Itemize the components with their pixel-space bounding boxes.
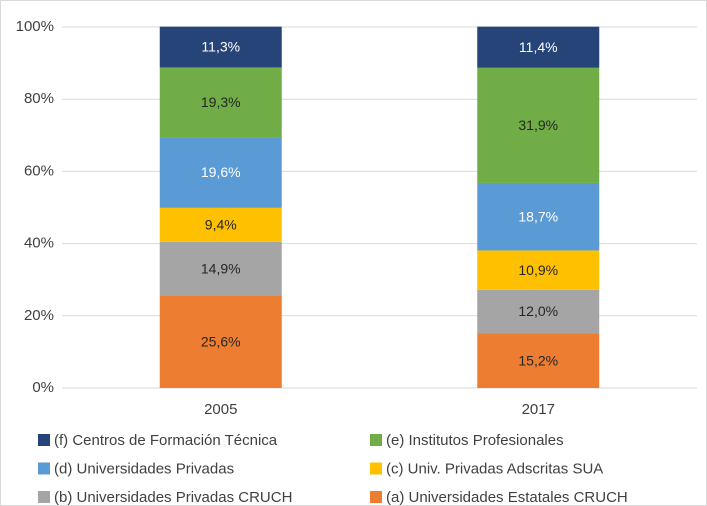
value-label: 12,0%	[518, 303, 558, 319]
legend-label: (b) Universidades Privadas CRUCH	[54, 489, 292, 506]
x-tick-label: 2005	[204, 401, 237, 418]
y-tick-label: 100%	[16, 18, 54, 35]
y-tick-label: 80%	[24, 90, 54, 107]
y-tick-label: 0%	[32, 379, 54, 396]
bar-segment	[159, 207, 282, 242]
y-tick-label: 20%	[24, 307, 54, 324]
value-label: 19,6%	[201, 164, 241, 180]
bar-segment	[159, 295, 282, 388]
bar-segment	[477, 67, 600, 183]
legend-swatch	[38, 462, 50, 475]
y-tick-label: 40%	[24, 235, 54, 252]
bar-segment	[159, 67, 282, 138]
value-label: 15,2%	[518, 352, 558, 368]
legend-label: (d) Universidades Privadas	[54, 460, 234, 477]
x-tick-label: 2017	[522, 401, 555, 418]
legend-swatch	[370, 462, 382, 475]
value-label: 10,9%	[518, 262, 558, 278]
legend-swatch	[38, 434, 50, 446]
legend-label: (a) Universidades Estatales CRUCH	[386, 489, 628, 506]
legend-label: (f) Centros de Formación Técnica	[54, 432, 278, 449]
legend-swatch	[38, 491, 50, 503]
legend-label: (e) Institutos Profesionales	[386, 432, 564, 449]
legend-label: (c) Univ. Privadas Adscritas SUA	[386, 460, 603, 477]
bar-segment	[159, 26, 282, 68]
value-label: 25,6%	[201, 333, 241, 349]
bar-segment	[477, 26, 600, 68]
value-label: 31,9%	[518, 117, 558, 133]
bar-segment	[477, 289, 600, 334]
value-label: 18,7%	[518, 208, 558, 224]
legend-swatch	[370, 491, 382, 503]
value-label: 14,9%	[201, 260, 241, 276]
bar-segment	[477, 250, 600, 290]
bar-segment	[159, 137, 282, 208]
bar-segment	[477, 182, 600, 251]
value-label: 11,3%	[201, 39, 240, 55]
value-label: 9,4%	[205, 217, 237, 233]
value-label: 11,4%	[519, 39, 558, 55]
bar-segment	[477, 333, 600, 388]
value-label: 19,3%	[201, 94, 241, 110]
bar-segment	[159, 241, 282, 296]
legend-swatch	[370, 434, 382, 446]
y-tick-label: 60%	[24, 162, 54, 179]
